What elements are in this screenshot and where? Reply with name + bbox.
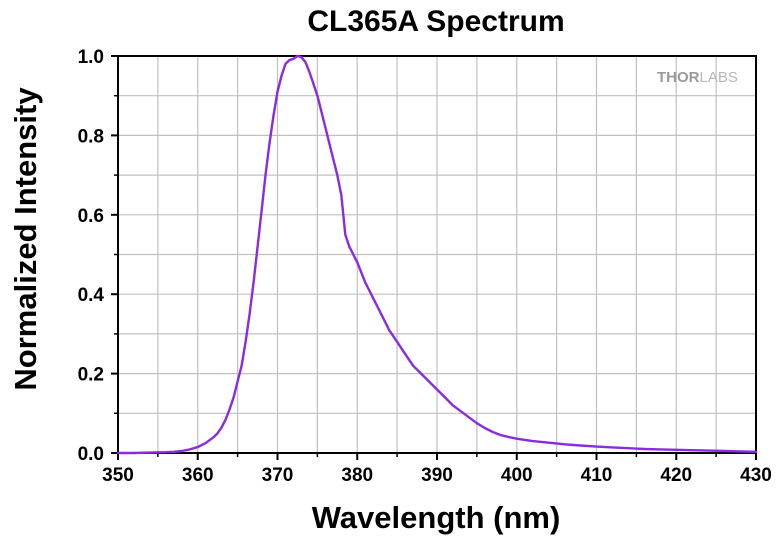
plot-grid [118, 56, 756, 453]
y-tick-label: 0.2 [78, 365, 104, 386]
x-tick-label: 360 [182, 465, 214, 486]
y-tick-label: 0.4 [78, 285, 105, 306]
chart-title: CL365A Spectrum [307, 5, 564, 38]
x-tick-label: 350 [102, 465, 134, 486]
x-tick-label: 420 [660, 465, 692, 486]
series-line [116, 54, 758, 455]
y-tick-label: 0.6 [78, 206, 104, 227]
x-axis-label: Wavelength (nm) [312, 500, 561, 535]
x-tick-label: 430 [740, 465, 772, 486]
x-tick-labels: 350 360 370 380 390 400 410 420 430 [102, 465, 772, 486]
y-tick-labels: 0.0 0.2 0.4 0.6 0.8 1.0 [78, 47, 105, 465]
x-tick-label: 410 [581, 465, 613, 486]
logo-labs-text: LABS [700, 69, 738, 86]
y-axis-label: Normalized Intensity [8, 87, 43, 391]
x-tick-label: 380 [341, 465, 373, 486]
axis-ticks [111, 55, 757, 460]
x-tick-label: 400 [501, 465, 533, 486]
logo-thor-text: THOR [657, 69, 700, 86]
y-tick-label: 0.8 [78, 126, 104, 147]
x-tick-label: 390 [421, 465, 453, 486]
y-tick-label: 1.0 [78, 47, 104, 68]
x-tick-label: 370 [262, 465, 294, 486]
svg-text:THORLABS: THORLABS [657, 69, 738, 86]
y-tick-label: 0.0 [78, 444, 104, 465]
thorlabs-logo: THORLABS [657, 69, 738, 86]
